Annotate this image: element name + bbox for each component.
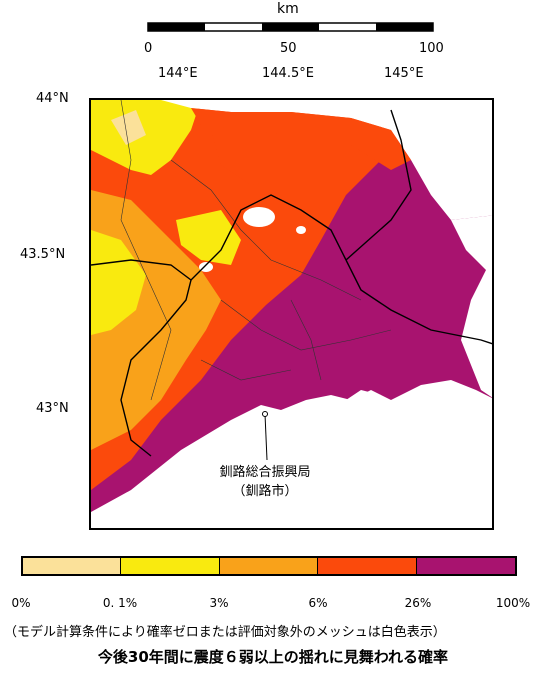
legend-swatch-1 [121, 558, 220, 574]
lake-mashu [296, 226, 306, 234]
legend-tick-4: 26% [404, 596, 432, 610]
lake-kussharo [243, 207, 275, 227]
region-coast-red [191, 108, 411, 170]
region-yellow-3 [176, 210, 241, 265]
legend-note: （モデル計算条件により確率ゼロまたは評価対象外のメッシュは白色表示） [4, 625, 446, 640]
legend-swatch-0 [23, 558, 122, 574]
legend-tick-2: 3% [209, 596, 229, 610]
region-yellow-2 [91, 230, 146, 335]
scale-tick-100: 100 [419, 41, 444, 56]
legend-tick-0: 0% [11, 596, 31, 610]
municipal-boundaries [120, 100, 392, 401]
region-red [91, 100, 421, 490]
office-label: 釧路総合振興局 （釧路市） [210, 463, 320, 501]
scale-bar [147, 22, 434, 32]
sea-east [451, 215, 492, 398]
scale-tick-0: 0 [144, 41, 153, 56]
legend-swatch-4 [416, 558, 515, 574]
map-title: 今後30年間に震度６弱以上の揺れに見舞われる確率 [97, 648, 449, 666]
office-name: 釧路総合振興局 [219, 465, 311, 480]
latitude-label-43-5: 43.5°N [20, 247, 66, 262]
legend-bar [21, 556, 517, 576]
sea-south [91, 380, 492, 528]
legend-tick-1: 0. 1% [102, 596, 138, 610]
scale-unit: km [277, 1, 299, 17]
legend-tick-3: 6% [308, 596, 328, 610]
legend-swatch-3 [318, 558, 417, 574]
longitude-label-144: 144°E [158, 66, 198, 81]
office-city: （釧路市） [232, 484, 298, 499]
scale-tick-50: 50 [280, 41, 297, 56]
hazard-map-drawing [91, 100, 492, 528]
region-pale [111, 110, 146, 145]
legend-tick-5: 100% [495, 596, 531, 610]
akkeshi-bay [346, 390, 381, 408]
lake-akan [199, 262, 213, 272]
subprefecture-boundaries [91, 109, 492, 457]
office-leader-line [264, 413, 268, 461]
legend-swatch-2 [219, 558, 319, 574]
region-red-north [211, 120, 321, 185]
longitude-label-145: 145°E [384, 66, 424, 81]
latitude-label-44: 44°N [36, 91, 69, 106]
sea-north [161, 100, 492, 220]
longitude-label-144-5: 144.5°E [262, 66, 314, 81]
office-marker [262, 411, 268, 417]
latitude-label-43: 43°N [36, 401, 69, 416]
hazard-map [89, 98, 494, 530]
